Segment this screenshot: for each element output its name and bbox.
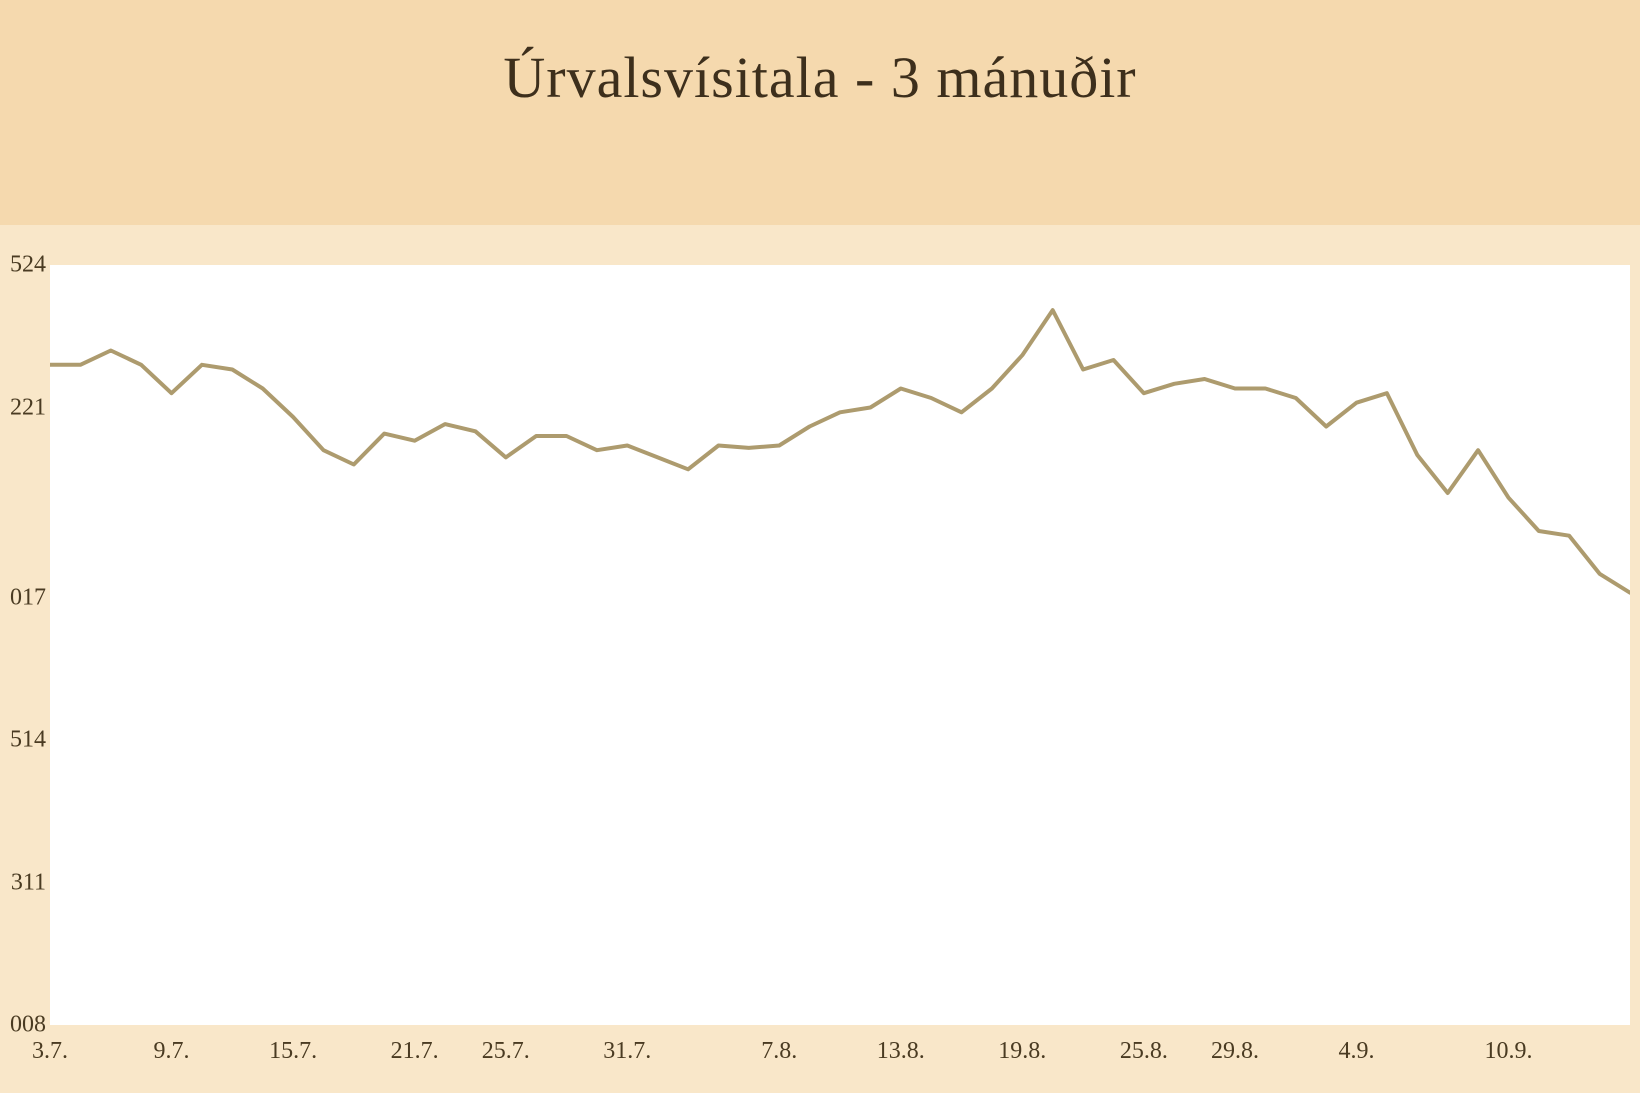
x-tick-label: 29.8. bbox=[1211, 1038, 1259, 1065]
x-tick-label: 25.7. bbox=[482, 1038, 530, 1065]
y-tick-label: 524 bbox=[10, 252, 46, 279]
x-tick-label: 21.7. bbox=[391, 1038, 439, 1065]
x-tick-label: 9.7. bbox=[154, 1038, 190, 1065]
x-tick-label: 15.7. bbox=[269, 1038, 317, 1065]
x-tick-label: 19.8. bbox=[998, 1038, 1046, 1065]
line-chart-svg bbox=[50, 265, 1630, 1025]
x-tick-label: 13.8. bbox=[877, 1038, 925, 1065]
chart-title: Úrvalsvísitala - 3 mánuðir bbox=[503, 44, 1136, 111]
y-tick-label: 514 bbox=[10, 727, 46, 754]
title-band: Úrvalsvísitala - 3 mánuðir bbox=[0, 0, 1640, 225]
x-tick-label: 25.8. bbox=[1120, 1038, 1168, 1065]
x-tick-label: 4.9. bbox=[1339, 1038, 1375, 1065]
y-tick-label: 311 bbox=[11, 869, 46, 896]
x-tick-label: 31.7. bbox=[603, 1038, 651, 1065]
y-tick-label: 017 bbox=[10, 584, 46, 611]
y-tick-label: 008 bbox=[10, 1012, 46, 1039]
x-tick-label: 10.9. bbox=[1484, 1038, 1532, 1065]
y-tick-label: 221 bbox=[10, 394, 46, 421]
series-line bbox=[50, 310, 1630, 593]
chart-container: Úrvalsvísitala - 3 mánuðir 008 311 514 017 2… bbox=[0, 0, 1640, 1093]
x-tick-label: 7.8. bbox=[761, 1038, 797, 1065]
x-tick-label: 3.7. bbox=[32, 1038, 68, 1065]
